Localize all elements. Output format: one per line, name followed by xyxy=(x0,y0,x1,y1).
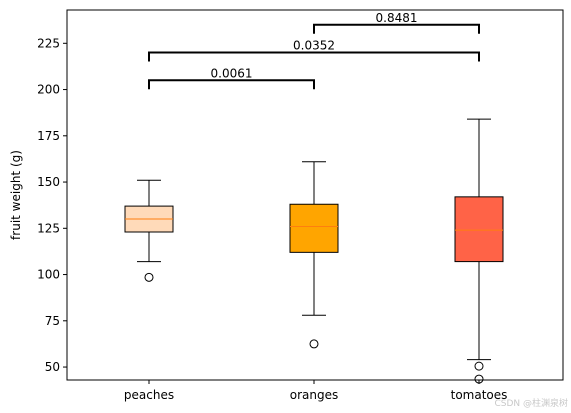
y-tick-label: 175 xyxy=(37,129,60,143)
significance-bracket: 0.8481 xyxy=(313,11,480,34)
p-value-label: 0.8481 xyxy=(376,11,418,25)
box-body xyxy=(454,196,504,263)
plot-frame xyxy=(66,9,564,381)
significance-bracket: 0.0352 xyxy=(148,39,480,62)
x-tick-label: oranges xyxy=(290,388,339,402)
outlier-point xyxy=(309,339,319,349)
box-oranges xyxy=(289,161,339,349)
y-tick-label: 50 xyxy=(45,360,60,374)
bracket-line xyxy=(313,23,480,34)
y-tick-label: 200 xyxy=(37,83,60,97)
y-tick-label: 225 xyxy=(37,36,60,50)
bracket-line xyxy=(148,79,315,90)
significance-bracket: 0.0061 xyxy=(148,66,315,90)
y-axis-label: fruit weight (g) xyxy=(9,150,23,240)
p-value-label: 0.0061 xyxy=(211,66,253,80)
outlier-point xyxy=(144,272,154,282)
box-tomatoes xyxy=(454,118,504,384)
bracket-line xyxy=(148,51,480,62)
outlier-point xyxy=(474,361,484,371)
box-peaches xyxy=(124,179,174,282)
box-body xyxy=(289,203,339,253)
x-tick-label: peaches xyxy=(124,388,174,402)
watermark: CSDN @柱渊泉树 xyxy=(494,397,568,409)
y-axis: 50 75 100 125 150 175 200 225 xyxy=(37,36,67,374)
x-tick-label: tomatoes xyxy=(451,388,508,402)
y-tick-label: 100 xyxy=(37,268,60,282)
y-tick-label: 150 xyxy=(37,175,60,189)
significance-layer: 0.0061 0.0352 0.8481 xyxy=(148,11,480,90)
boxes-layer xyxy=(124,118,504,384)
p-value-label: 0.0352 xyxy=(293,39,335,53)
y-tick-label: 75 xyxy=(45,314,60,328)
y-tick-label: 125 xyxy=(37,221,60,235)
x-axis: peaches oranges tomatoes xyxy=(124,380,507,402)
